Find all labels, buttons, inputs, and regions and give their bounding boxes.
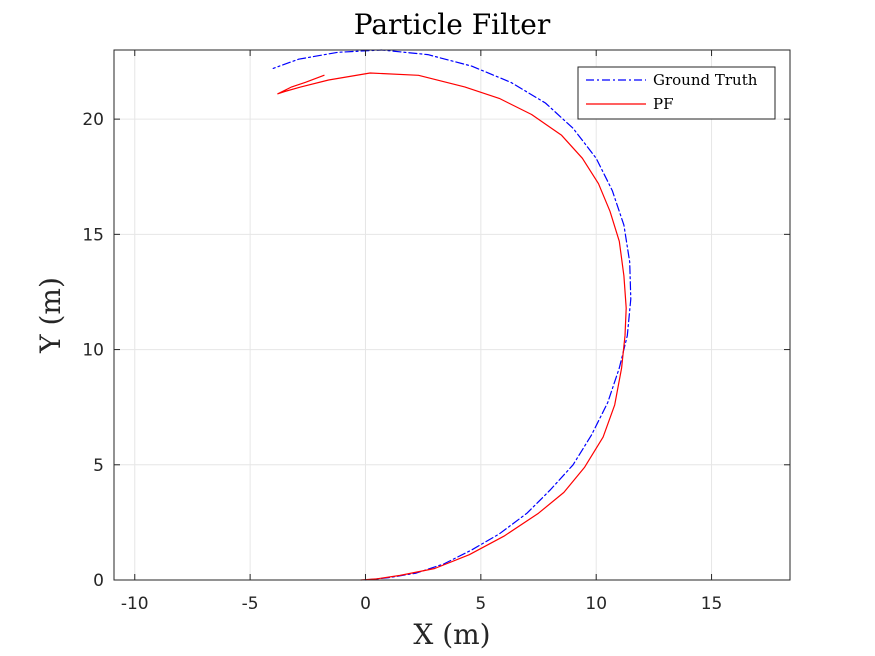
legend-label-ground-truth: Ground Truth [653, 71, 758, 89]
y-tick-label: 15 [82, 225, 104, 245]
x-tick-label: 0 [360, 594, 371, 614]
x-tick-label: 10 [585, 594, 607, 614]
axes-box [113, 49, 791, 581]
y-axis-label: Y (m) [34, 277, 67, 354]
series-line-ground-truth [272, 49, 632, 581]
y-tick-label: 20 [82, 110, 104, 130]
plot-area [114, 50, 790, 580]
y-tick-label: 10 [82, 341, 104, 361]
legend: Ground Truth PF [577, 66, 776, 120]
legend-box [577, 66, 776, 120]
legend-label-pf: PF [653, 95, 674, 113]
chart-title: Particle Filter [354, 8, 551, 41]
data-series [272, 49, 632, 581]
series-line-pf [277, 72, 627, 581]
x-tick-label: -5 [242, 594, 259, 614]
x-axis-label: X (m) [413, 618, 490, 651]
x-tick-label: 5 [475, 594, 486, 614]
y-tick-label: 0 [93, 571, 104, 591]
axis-ticks: -10 -5 0 5 10 15 0 5 10 15 20 [82, 50, 790, 614]
x-tick-label: -10 [121, 594, 149, 614]
x-tick-label: 15 [701, 594, 723, 614]
y-tick-label: 5 [93, 456, 104, 476]
